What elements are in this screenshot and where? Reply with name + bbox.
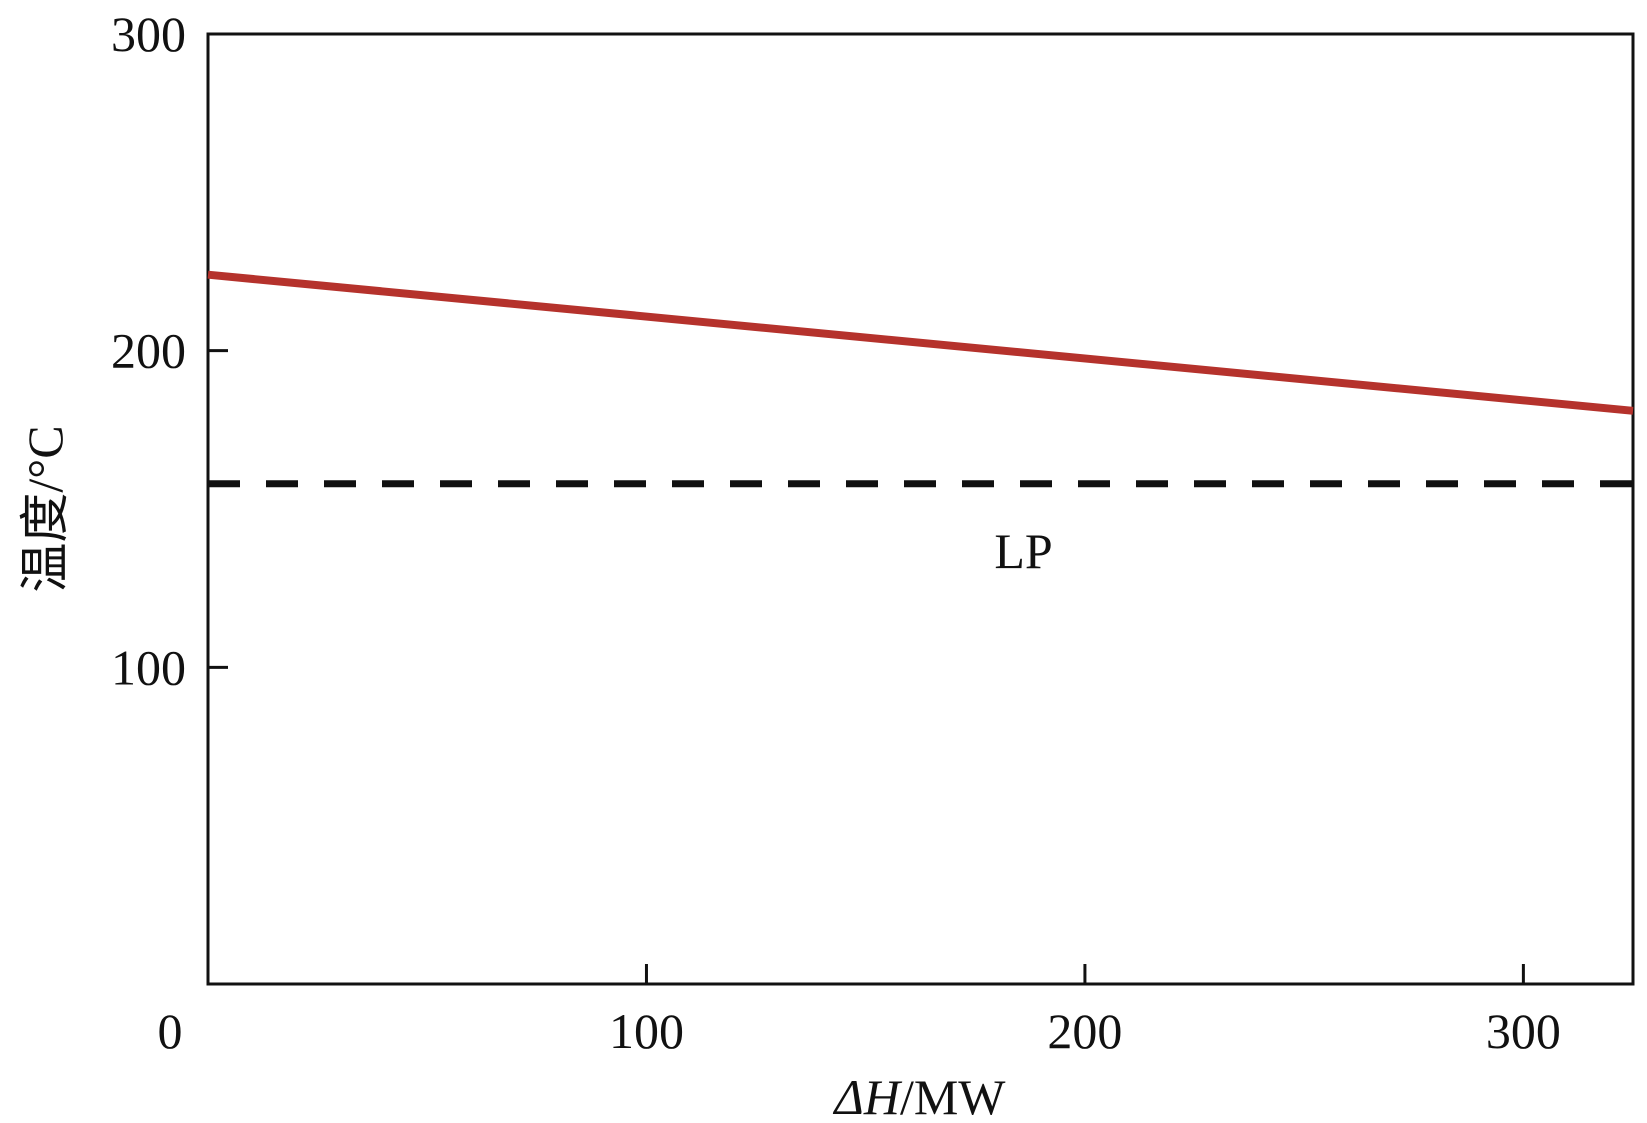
series-layer xyxy=(207,270,1634,488)
plot-frame xyxy=(206,32,1635,986)
x-axis-label-symbol: ΔH xyxy=(832,1069,902,1123)
y-tick-label-1: 200 xyxy=(111,323,186,379)
x-tick-label-2: 300 xyxy=(1486,1003,1561,1059)
annotation-lp: LP xyxy=(994,523,1052,579)
y-tick-label-2: 300 xyxy=(111,6,186,62)
x-tick-label-1: 200 xyxy=(1047,1003,1122,1059)
y-axis-label: 温度/°C xyxy=(17,425,73,592)
origin-label: 0 xyxy=(158,1003,183,1059)
y-axis-ticks: 100 200 300 xyxy=(111,6,228,695)
x-axis-label: ΔH/MW xyxy=(832,1069,1006,1123)
x-axis-ticks: 100 200 300 xyxy=(609,964,1561,1059)
x-tick-label-0: 100 xyxy=(609,1003,684,1059)
y-tick-label-0: 100 xyxy=(111,639,186,695)
series-hot-stream xyxy=(207,270,1634,415)
x-axis-label-unit: /MW xyxy=(900,1069,1006,1123)
